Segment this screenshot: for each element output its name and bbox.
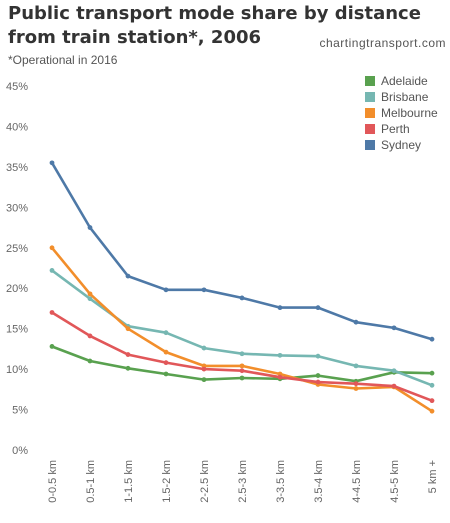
legend-label-perth: Perth (381, 122, 410, 136)
data-point-sydney (201, 287, 207, 293)
data-point-sydney (125, 273, 131, 279)
x-tick-label: 1-1.5 km (123, 460, 135, 503)
legend-swatch-melbourne (365, 108, 375, 118)
data-point-adelaide (315, 373, 321, 378)
data-point-melbourne (125, 326, 131, 332)
data-point-sydney (353, 319, 359, 325)
data-point-brisbane (239, 351, 245, 357)
x-tick-label: 5 km + (427, 460, 439, 493)
y-tick-label: 30% (6, 202, 28, 214)
data-point-melbourne (163, 349, 169, 355)
data-point-brisbane (429, 382, 435, 388)
legend-label-sydney: Sydney (381, 138, 421, 152)
data-point-perth (239, 368, 245, 374)
x-tick-label: 4.5-5 km (389, 460, 401, 503)
data-point-brisbane (163, 330, 169, 336)
data-point-perth (277, 374, 283, 380)
x-tick-label: 0.5-1 km (85, 460, 97, 503)
y-tick-label: 40% (6, 121, 28, 133)
data-point-melbourne (353, 386, 359, 391)
data-point-melbourne (49, 245, 55, 251)
x-tick-label: 3.5-4 km (313, 460, 325, 503)
legend-swatch-sydney (365, 140, 375, 150)
data-point-sydney (49, 160, 55, 166)
data-point-perth (163, 360, 169, 366)
source-label: chartingtransport.com (319, 36, 446, 50)
chart-title: Public transport mode share by distance … (8, 3, 421, 48)
data-point-adelaide (429, 370, 435, 376)
legend-label-brisbane: Brisbane (381, 90, 429, 104)
y-tick-label: 45% (6, 81, 28, 93)
data-point-melbourne (87, 291, 93, 297)
data-point-sydney (87, 225, 93, 230)
data-point-sydney (239, 295, 245, 301)
data-point-adelaide (201, 377, 207, 383)
data-point-melbourne (429, 408, 435, 414)
data-point-perth (391, 383, 397, 389)
y-tick-label: 10% (6, 364, 28, 376)
data-point-brisbane (49, 268, 55, 273)
data-point-perth (315, 379, 321, 385)
data-point-perth (87, 333, 93, 339)
y-tick-label: 20% (6, 283, 28, 295)
data-point-melbourne (239, 363, 245, 369)
data-point-brisbane (391, 368, 397, 374)
y-tick-label: 25% (6, 243, 28, 255)
legend-label-melbourne: Melbourne (381, 106, 438, 120)
data-point-sydney (277, 305, 283, 311)
y-tick-label: 35% (6, 162, 28, 174)
x-tick-label: 4-4.5 km (351, 460, 363, 503)
y-tick-label: 15% (6, 324, 28, 336)
y-tick-label: 5% (12, 405, 28, 417)
data-point-adelaide (49, 344, 55, 349)
data-point-sydney (429, 336, 435, 342)
x-tick-label: 3-3.5 km (275, 460, 287, 503)
data-point-brisbane (315, 353, 321, 359)
y-tick-label: 0% (12, 445, 28, 457)
data-point-adelaide (125, 365, 131, 371)
data-point-brisbane (87, 296, 93, 302)
data-point-sydney (391, 325, 397, 331)
legend-swatch-perth (365, 124, 375, 134)
data-point-sydney (315, 305, 321, 311)
x-tick-label: 2.5-3 km (237, 460, 249, 503)
series-lines (49, 160, 435, 414)
chart-note: *Operational in 2016 (8, 53, 118, 67)
legend-swatch-brisbane (365, 92, 375, 102)
data-point-adelaide (239, 375, 245, 381)
data-point-adelaide (163, 371, 169, 377)
data-point-perth (201, 366, 207, 372)
x-tick-label: 1.5-2 km (161, 460, 173, 503)
data-point-perth (125, 352, 131, 357)
data-point-perth (353, 381, 359, 387)
data-point-brisbane (353, 363, 359, 369)
x-tick-label: 2-2.5 km (199, 460, 211, 503)
data-point-adelaide (87, 358, 93, 364)
data-point-sydney (163, 287, 169, 293)
legend-label-adelaide: Adelaide (381, 74, 428, 88)
data-point-perth (429, 398, 435, 404)
data-point-brisbane (201, 345, 207, 351)
data-point-perth (49, 310, 55, 315)
y-axis: 0% 5% 10% 15% 20% 25% 30% 35% 40% 45% (6, 81, 28, 457)
x-tick-label: 0-0.5 km (47, 460, 59, 503)
legend-swatch-adelaide (365, 76, 375, 86)
data-point-brisbane (277, 352, 283, 358)
legend: Adelaide Brisbane Melbourne Perth Sydney (365, 74, 438, 152)
series-line-melbourne (50, 246, 434, 413)
x-axis: 0-0.5 km 0.5-1 km 1-1.5 km 1.5-2 km 2-2.5 km… (47, 460, 439, 503)
